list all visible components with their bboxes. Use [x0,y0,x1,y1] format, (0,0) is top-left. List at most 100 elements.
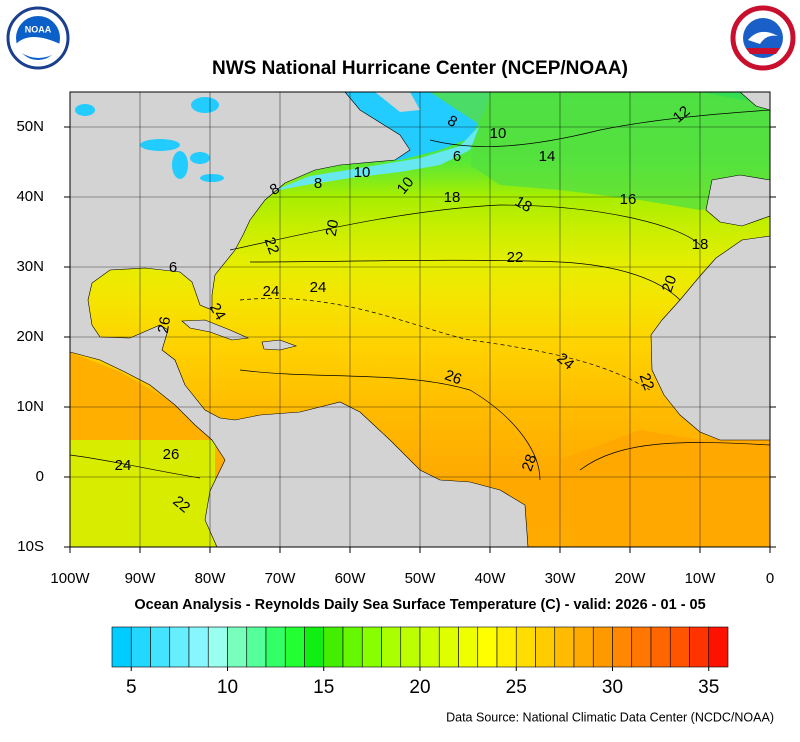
color-box [515,626,536,668]
color-box [111,626,132,668]
colorbar: 5 10 15 20 25 30 35 [111,626,729,698]
land-africa [650,235,770,441]
lat-label: 10N [16,398,44,415]
contour-line [239,298,651,391]
color-box [631,626,652,668]
colorbar-tick-label: 30 [602,677,623,698]
green-water [430,92,770,210]
axis-labels: 100W 90W 80W 70W 60W 50W 40W 30W 20W 10W 0 50N 40N 30… [16,118,776,587]
contour-label: 24 [310,279,327,296]
land-americas [70,92,529,547]
gulf-guinea [560,430,770,547]
contour-line [579,442,770,471]
contour-label: 22 [261,235,283,256]
lat-label: 20N [16,328,44,345]
cool-water [270,125,480,192]
contour-label: 22 [507,249,524,266]
caption: Ocean Analysis - Reynolds Daily Sea Surf… [134,597,705,613]
color-box [592,626,613,668]
contour-label: 28 [519,452,541,473]
contour-label: 10 [354,164,371,181]
contour-label: 8 [314,175,322,192]
contour-label: 18 [692,236,709,253]
color-box [419,626,440,668]
lon-label: 70W [265,570,297,587]
lon-label: 0 [766,570,774,587]
color-box [650,626,671,668]
color-box [573,626,594,668]
land-europe [739,92,770,111]
colorbar-tick-label: 25 [506,677,527,698]
color-box [169,626,190,668]
lon-label: 20W [615,570,647,587]
contour-line [239,369,541,481]
color-box [361,626,382,668]
lake [190,152,210,164]
colorbar-tick-label: 10 [217,677,238,698]
land-cuba [181,319,250,341]
color-box [150,626,171,668]
contour-label: 24 [115,457,132,474]
noaa-logo-text: NOAA [25,24,52,34]
colorbar-tick-label: 5 [126,677,137,698]
color-box [496,626,517,668]
contour-label: 10 [490,125,507,142]
lon-label: 80W [195,570,227,587]
contour-label: 26 [155,315,175,334]
color-box [612,626,633,668]
nws-logo [730,5,796,71]
contour-label: 22 [636,371,658,392]
lake [172,151,188,179]
contour-label: 20 [659,273,681,294]
lon-label: 40W [475,570,507,587]
lon-label: 90W [125,570,157,587]
color-box [130,626,151,668]
color-box [227,626,248,668]
contour-label: 26 [163,446,180,463]
colorbar-tick-label: 20 [409,677,430,698]
contour-line [429,109,770,147]
lake [140,139,180,151]
colorbar-tick-label: 35 [698,677,719,698]
color-box [246,626,267,668]
lon-label: 30W [545,570,577,587]
land-iberia [705,174,770,227]
contour-label: 14 [539,148,556,165]
contour-label: 24 [263,283,280,300]
contour-label: 26 [442,367,463,389]
pacific-water [70,440,215,547]
color-box [304,626,325,668]
contour-label: 6 [453,148,461,165]
lon-label: 10W [685,570,717,587]
lake [200,174,224,182]
color-box [438,626,459,668]
lon-label: 60W [335,570,367,587]
contour-line [70,454,201,479]
lat-label: 30N [16,258,44,275]
color-box [207,626,228,668]
color-box [342,626,363,668]
lat-label: 40N [16,188,44,205]
lat-label: 10S [17,538,44,555]
noaa-logo: NOAA [6,6,70,70]
land-labrador [375,92,420,112]
color-box [535,626,556,668]
color-box [188,626,209,668]
pacific-warm [70,352,215,440]
contour-label: 18 [512,193,535,216]
color-box [554,626,575,668]
color-box [400,626,421,668]
contour-label: 20 [323,218,343,237]
color-box [708,626,729,668]
contour-label: 18 [444,189,461,206]
color-box [458,626,479,668]
color-box [477,626,498,668]
color-box [689,626,710,668]
lake [75,104,95,116]
lat-label: 0 [36,468,44,485]
color-box [284,626,305,668]
